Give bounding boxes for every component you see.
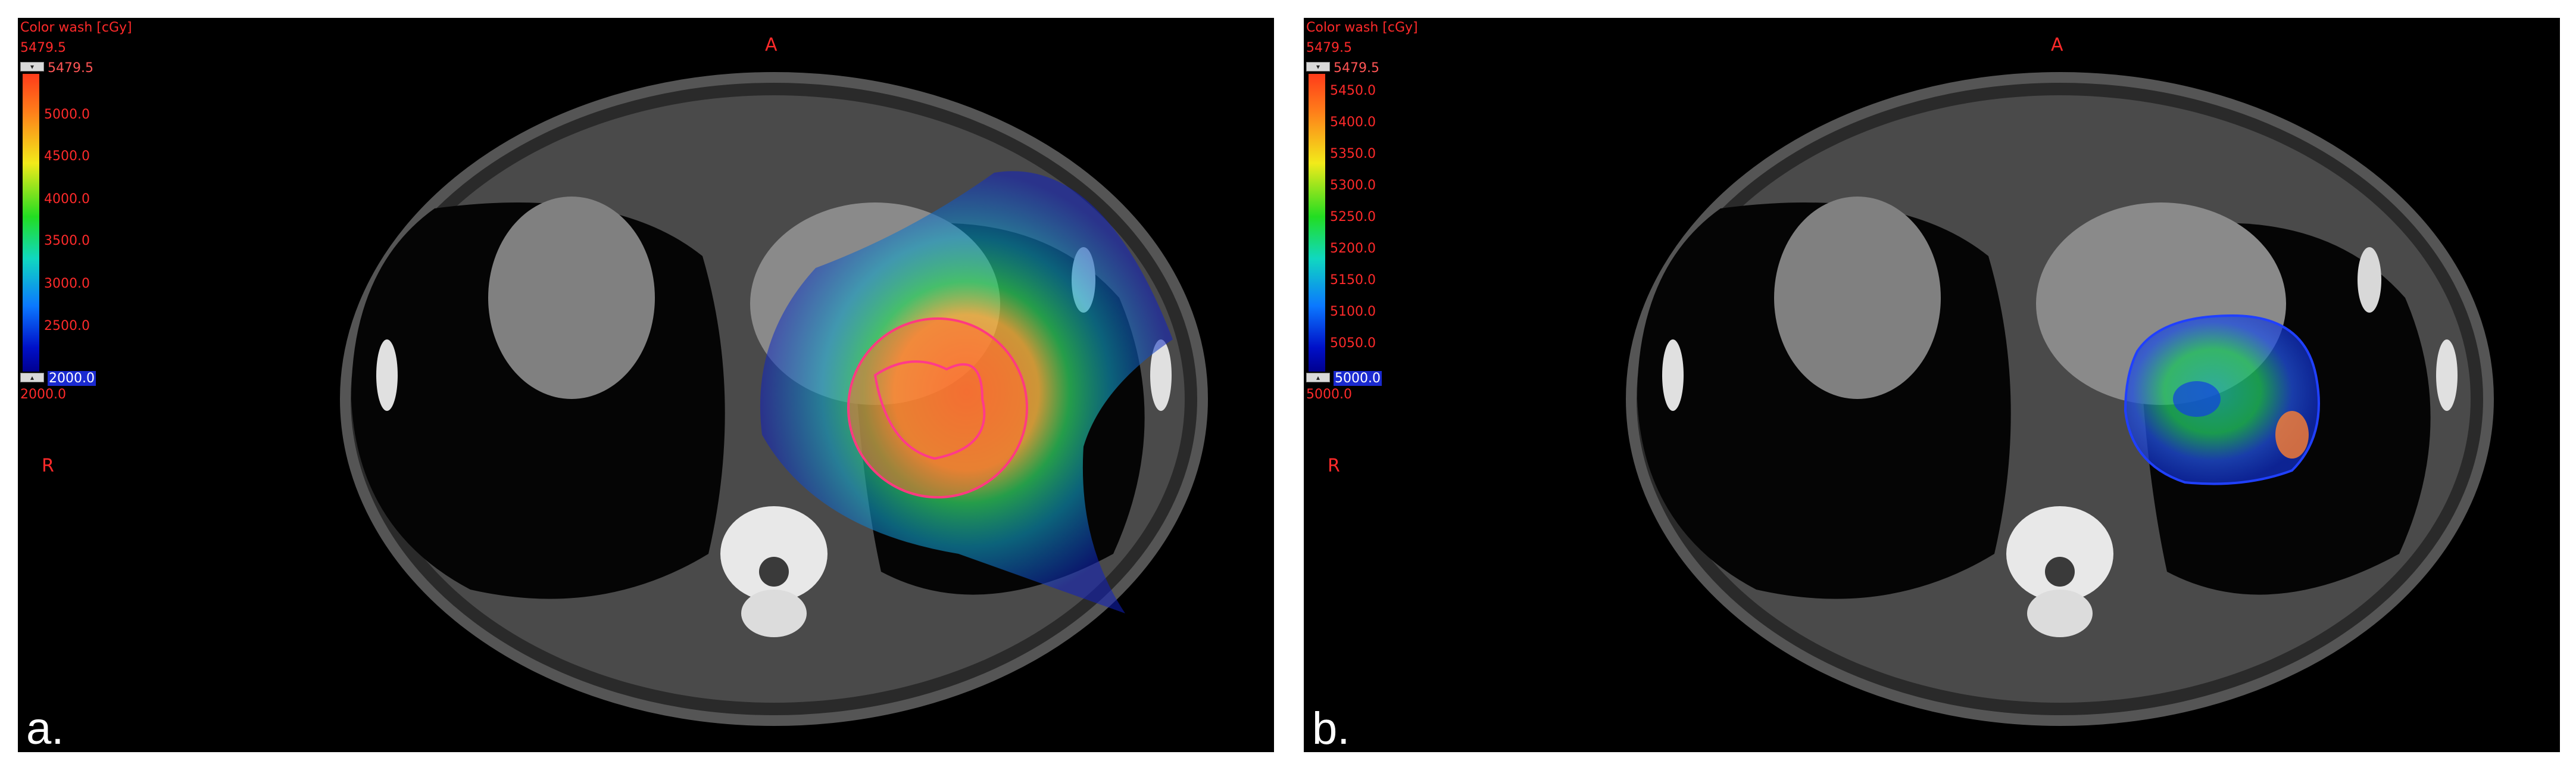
colorwash-tick: 3500.0 <box>44 233 90 248</box>
colorwash-bottom-value: 2000.0 <box>48 371 96 386</box>
orientation-right-label: R <box>1328 456 1340 476</box>
colorwash-tick: 5400.0 <box>1330 115 1376 130</box>
colorwash-min-scroll-button[interactable]: ▴ <box>1306 373 1330 382</box>
colorwash-scale-bar <box>23 74 39 372</box>
colorwash-tick: 5050.0 <box>1330 336 1376 351</box>
colorwash-tick: 5100.0 <box>1330 304 1376 319</box>
ct-viewport-a[interactable]: Color wash [cGy] 5479.5 ▾ 5479.5 5000.0 … <box>18 18 1274 752</box>
colorwash-tick: 4500.0 <box>44 149 90 164</box>
colorwash-tick: 3000.0 <box>44 276 90 291</box>
ct-viewport-b[interactable]: Color wash [cGy] 5479.5 ▾ 5479.5 5450.0 … <box>1304 18 2560 752</box>
colorwash-tick: 5000.0 <box>44 107 90 122</box>
orientation-anterior-label: A <box>2051 35 2063 55</box>
colorwash-tick: 2500.0 <box>44 319 90 333</box>
colorwash-tick: 5250.0 <box>1330 210 1376 225</box>
orientation-anterior-label: A <box>765 35 778 55</box>
colorwash-tick: 5300.0 <box>1330 178 1376 193</box>
colorwash-tick: 4000.0 <box>44 192 90 207</box>
colorwash-max-scroll-button[interactable]: ▾ <box>20 62 44 71</box>
colorwash-scale-bar <box>1309 74 1325 372</box>
colorwash-bottom-value: 5000.0 <box>1334 371 1382 386</box>
colorwash-tick: 5150.0 <box>1330 273 1376 288</box>
colorwash-tick: 5450.0 <box>1330 83 1376 98</box>
panel-label: b. <box>1312 703 1350 752</box>
colorwash-tick: 5200.0 <box>1330 241 1376 256</box>
panel-label: a. <box>26 703 64 752</box>
orientation-right-label: R <box>42 456 54 476</box>
colorwash-tick: 5350.0 <box>1330 146 1376 161</box>
colorwash-title: Color wash [cGy] <box>20 20 132 35</box>
colorwash-min-value: 2000.0 <box>20 387 66 402</box>
colorwash-max-scroll-button[interactable]: ▾ <box>1306 62 1330 71</box>
colorwash-max-value: 5479.5 <box>1306 40 1352 55</box>
colorwash-max-value: 5479.5 <box>20 40 66 55</box>
colorwash-title: Color wash [cGy] <box>1306 20 1418 35</box>
colorwash-min-scroll-button[interactable]: ▴ <box>20 373 44 382</box>
colorwash-top-value: 5479.5 <box>1334 61 1379 76</box>
ct-slice-image-a <box>340 72 1208 726</box>
colorwash-min-value: 5000.0 <box>1306 387 1352 402</box>
colorwash-top-value: 5479.5 <box>48 61 93 76</box>
ct-slice-image-b <box>1626 72 2494 726</box>
